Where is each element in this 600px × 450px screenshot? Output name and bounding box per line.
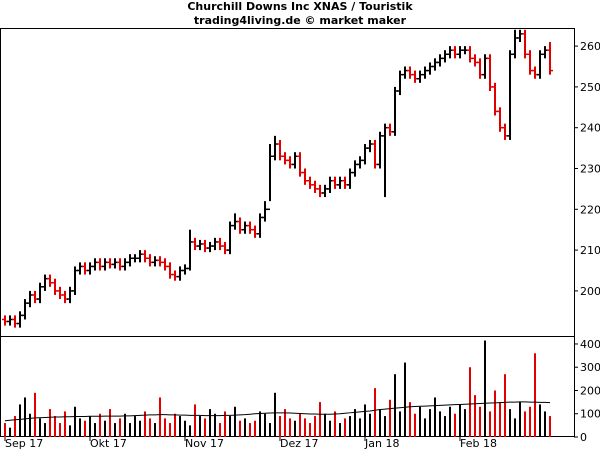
- x-tick-label: Dez 17: [280, 437, 319, 450]
- x-tick-label: Okt 17: [90, 437, 127, 450]
- y2-tick-label: 100: [580, 408, 600, 421]
- x-tick-label: Nov 17: [185, 437, 224, 450]
- volume-frame: [0, 336, 575, 437]
- y-tick-label: 230: [580, 163, 600, 176]
- chart-subtitle: trading4living.de © market maker: [194, 14, 407, 27]
- x-tick-label: Sep 17: [5, 437, 43, 450]
- y2-tick-label: 200: [580, 384, 600, 397]
- price-frame: [0, 28, 575, 337]
- volume-ma-line: [4, 401, 551, 422]
- y2-tick-label: 0: [580, 431, 587, 444]
- y2-tick-label: 400: [580, 338, 600, 351]
- y-tick-label: 200: [580, 285, 600, 298]
- y-tick-label: 220: [580, 203, 600, 216]
- y-tick-label: 210: [580, 244, 600, 257]
- x-tick-label: Feb 18: [460, 437, 497, 450]
- y-tick-label: 260: [580, 40, 600, 53]
- y-tick-label: 240: [580, 122, 600, 135]
- y-tick-label: 250: [580, 81, 600, 94]
- chart-title: Churchill Downs Inc XNAS / Touristik: [187, 0, 413, 13]
- x-tick-label: Jan 18: [364, 437, 399, 450]
- y2-tick-label: 300: [580, 361, 600, 374]
